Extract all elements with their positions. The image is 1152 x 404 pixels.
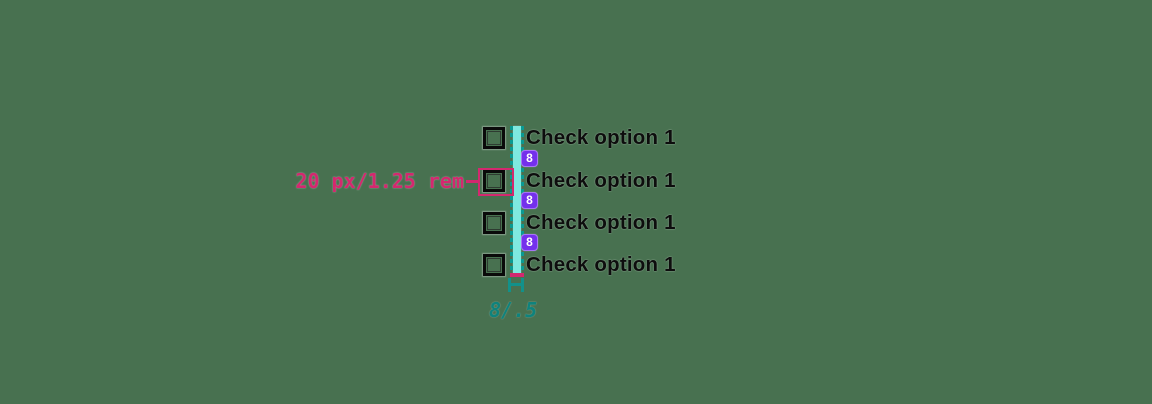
- size-measurement-outline: [478, 167, 514, 196]
- spacing-token-label: 8/.5: [489, 298, 538, 322]
- checkbox-label: Check option 1: [526, 253, 676, 276]
- checkbox-label: Check option 1: [526, 211, 676, 234]
- checkbox-option-1[interactable]: [483, 127, 505, 149]
- size-measurement-label: 20 px/1.25 rem: [295, 169, 464, 193]
- spacing-bar-bottom-cap: [510, 273, 524, 277]
- gap-badge: 8: [521, 192, 538, 209]
- checkbox-label: Check option 1: [526, 169, 676, 192]
- spacing-bar: [513, 126, 521, 276]
- gap-badge: 8: [521, 150, 538, 167]
- checkbox-label: Check option 1: [526, 126, 676, 149]
- gap-badge: 8: [521, 234, 538, 251]
- checkbox-option-4[interactable]: [483, 254, 505, 276]
- horizontal-measure-icon: [508, 277, 524, 292]
- checkbox-option-2[interactable]: [483, 170, 505, 192]
- checkbox-option-3[interactable]: [483, 212, 505, 234]
- spacing-bar-left-dashed-edge: [510, 126, 513, 276]
- size-measurement-leader-line: [466, 180, 479, 183]
